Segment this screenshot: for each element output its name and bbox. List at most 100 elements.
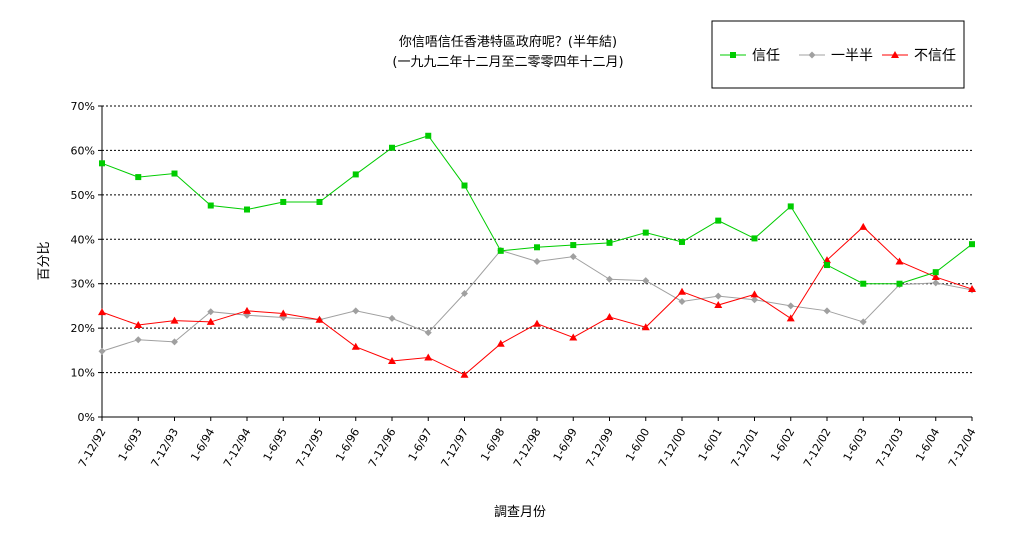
legend: 信任 一半半 不信任 [711, 20, 965, 89]
data-point [170, 316, 179, 324]
data-point [787, 302, 795, 310]
gridlines [102, 105, 972, 374]
data-point [678, 287, 686, 295]
y-tick-label: 60% [71, 144, 95, 157]
data-point [714, 301, 723, 309]
data-point [895, 257, 904, 265]
data-point [786, 314, 795, 322]
data-point [533, 258, 541, 265]
series-2 [98, 246, 976, 355]
x-tick-label: 7-12/93 [149, 426, 182, 469]
x-tick-label: 7-12/98 [511, 426, 544, 469]
data-point [533, 319, 541, 327]
data-point [351, 342, 360, 350]
data-point [679, 238, 685, 245]
x-tick-label: 1-6/02 [768, 426, 797, 463]
data-point [352, 307, 360, 315]
legend-label: 信任 [752, 48, 780, 64]
legend-label: 不信任 [914, 48, 956, 64]
data-point [932, 279, 940, 287]
legend-item: 不信任 [882, 48, 956, 64]
series-line [101, 249, 973, 352]
data-point [315, 315, 324, 323]
legend-marker [808, 51, 816, 59]
x-tick-label: 1-6/94 [188, 426, 217, 463]
data-point [896, 280, 903, 287]
data-point [787, 203, 794, 210]
data-point [352, 171, 359, 178]
data-point [388, 314, 396, 322]
data-point [931, 273, 940, 281]
series-1 [99, 132, 975, 287]
series-layer [98, 132, 976, 378]
x-tick-label: 7-12/00 [656, 426, 689, 469]
x-tick-label: 1-6/95 [261, 426, 290, 463]
y-axis-ticks: 0% 10% 20% 30% 40% 50% 60% 70% [71, 100, 102, 424]
legend-marker [730, 52, 736, 58]
y-axis-label: 百分比 [37, 241, 52, 280]
data-point [606, 275, 613, 283]
legend-marker [891, 51, 899, 58]
data-point [134, 336, 142, 344]
x-tick-label: 7-12/04 [946, 426, 979, 469]
data-point [642, 277, 650, 285]
data-point [751, 235, 758, 242]
data-point [425, 132, 432, 139]
x-tick-label: 7-12/02 [801, 426, 834, 469]
y-tick-label: 10% [71, 367, 95, 380]
x-tick-label: 7-12/96 [366, 426, 399, 469]
data-point [244, 206, 250, 213]
x-tick-label: 7-12/03 [874, 426, 907, 469]
data-point [751, 296, 758, 304]
x-tick-label: 1-6/00 [623, 426, 652, 463]
y-tick-label: 20% [71, 322, 95, 335]
series-3 [98, 222, 976, 378]
data-point [534, 244, 540, 251]
data-point [460, 370, 469, 378]
data-point [570, 242, 577, 249]
data-point [135, 174, 142, 181]
x-tick-label: 1-6/99 [551, 426, 580, 463]
data-point [605, 313, 614, 321]
data-point [824, 262, 830, 269]
chart-title: 你信唔信任香港特區政府呢？(半年結) [399, 35, 617, 50]
data-point [859, 318, 867, 326]
x-tick-label: 7-12/94 [221, 426, 254, 469]
data-point [389, 144, 395, 151]
data-point [171, 338, 178, 346]
data-point [750, 290, 759, 298]
axes [101, 106, 972, 418]
x-axis-ticks: 7-12/92 1-6/93 7-12/93 1-6/94 7-12/94 1-6/95 7… [76, 417, 979, 469]
y-tick-label: 40% [71, 233, 95, 246]
data-point [171, 170, 178, 177]
x-tick-label: 7-12/99 [584, 426, 617, 469]
data-point [968, 285, 976, 293]
chart-subtitle: (一九九二年十二月至二零零四年十二月) [392, 55, 623, 70]
data-point [860, 280, 867, 287]
data-point [424, 329, 432, 337]
data-point [316, 198, 323, 205]
data-point [206, 317, 215, 325]
data-point [606, 239, 613, 246]
x-axis-label: 調查月份 [494, 505, 546, 520]
x-tick-label: 1-6/98 [478, 426, 507, 463]
legend-box [711, 20, 965, 89]
data-point [642, 229, 649, 236]
data-point [279, 309, 288, 317]
data-point [134, 321, 143, 329]
data-point [823, 307, 831, 315]
data-point [715, 217, 722, 224]
x-tick-label: 1-6/03 [841, 426, 870, 463]
data-point [714, 292, 722, 300]
data-point [932, 269, 939, 276]
data-point [497, 247, 504, 254]
data-point [461, 289, 468, 297]
y-tick-label: 70% [71, 100, 95, 113]
data-point [859, 222, 868, 230]
data-point [678, 297, 686, 305]
y-tick-label: 50% [71, 189, 95, 202]
data-point [496, 339, 505, 347]
legend-item: 一半半 [799, 48, 873, 64]
x-tick-label: 7-12/01 [729, 426, 762, 469]
